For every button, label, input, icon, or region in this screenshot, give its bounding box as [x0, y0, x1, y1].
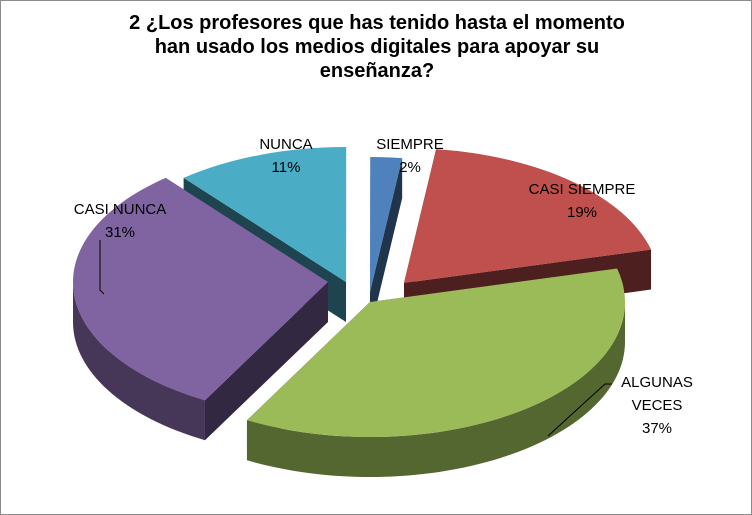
pie-slice-algunas-veces	[246, 268, 625, 437]
leader-line-algunas-veces	[547, 383, 612, 437]
pie-slice-side-casi-nunca	[73, 282, 205, 441]
data-label-algunas-veces: ALGUNAS VECES 37%	[621, 374, 693, 437]
chart-title-line-2: han usado los medios digitales para apoy…	[154, 36, 600, 58]
chart-title-line-1: 2 ¿Los profesores que has tenido hasta e…	[129, 12, 625, 34]
pie-slice-casi-siempre	[404, 149, 652, 283]
pie-slice-nunca	[183, 147, 347, 282]
pie-slice-face-casi-nunca	[204, 282, 328, 441]
data-label-siempre: SIEMPRE 2%	[376, 136, 444, 176]
chart-title-line-3: enseñanza?	[319, 60, 435, 82]
data-label-nunca: NUNCA 11%	[259, 136, 312, 176]
leader-line-casi-nunca	[99, 240, 105, 295]
data-label-casi-nunca: CASI NUNCA 31%	[74, 201, 167, 241]
data-label-casi-siempre: CASI SIEMPRE 19%	[529, 181, 636, 221]
pie-slice-siempre	[370, 157, 403, 292]
chart-title: 2 ¿Los profesores que has tenido hasta e…	[41, 11, 713, 83]
pie-slice-side-algunas-veces	[246, 302, 625, 477]
data-labels: SIEMPRE 2% CASI SIEMPRE 19% ALGUNAS VECES 37% C…	[74, 136, 693, 437]
pie-slice-face-siempre	[370, 158, 403, 332]
pie-slice-casi-nunca	[73, 177, 328, 401]
